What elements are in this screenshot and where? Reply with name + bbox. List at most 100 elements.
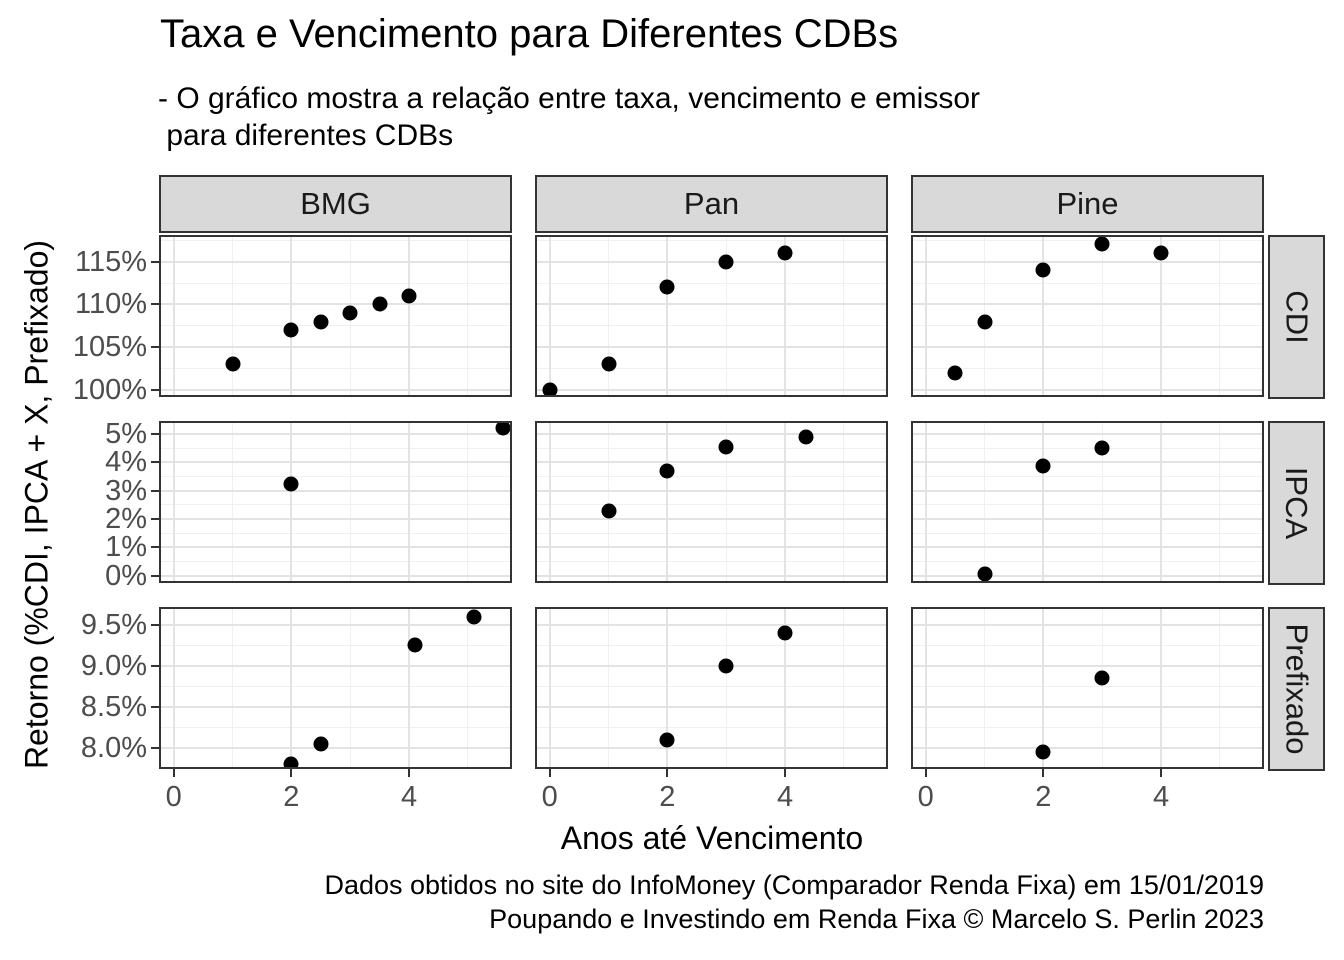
data-point [342,305,358,321]
data-point [659,732,675,748]
panel-border [535,421,888,583]
gridline [911,624,1264,626]
y-tick-mark [151,574,159,577]
gridline [666,421,669,583]
facet-panel-bmg-prefixado [159,607,512,769]
gridline [349,421,351,583]
page-title: Taxa e Vencimento para Diferentes CDBs [160,12,899,56]
data-point [798,429,814,445]
gridline [911,432,1264,435]
gridline [1042,607,1045,769]
gridline [159,239,512,241]
gridline [911,489,1264,492]
gridline [843,607,845,769]
gridline [548,421,551,583]
gridline [911,504,1264,506]
data-point [977,314,993,330]
gridline [911,461,1264,464]
facet-column-label: Pan [683,186,740,221]
gridline [159,532,512,534]
gridline [159,461,512,464]
gridline [548,607,551,769]
data-point [777,245,793,261]
gridline [984,421,986,583]
x-tick-label: 2 [283,781,300,813]
gridline [159,685,512,687]
gridline [159,432,512,435]
y-axis-title: Retorno (%CDI, IPCA + X, Prefixado) [18,239,55,770]
gridline [535,303,888,306]
gridline [984,607,986,769]
gridline [843,235,845,397]
gridline [159,303,512,306]
gridline [159,260,512,263]
facet-row-strip-cdi: CDI [1268,235,1325,399]
gridline [172,421,175,583]
gridline [159,489,512,492]
x-tick-label: 4 [1152,781,1170,813]
gridline [290,421,293,583]
gridline [911,574,1264,577]
x-tick-label: 2 [659,781,676,813]
x-tick-label: 2 [1035,781,1052,813]
caption-line-1: Dados obtidos no site do InfoMoney (Comp… [324,870,1264,900]
y-tick-mark [151,303,159,306]
data-point [372,296,388,312]
y-tick-label: 1% [105,531,147,564]
gridline [1219,235,1221,397]
y-tick-label: 0% [105,559,147,592]
facet-column-label: Pine [1056,186,1119,221]
facet-panel-pan-ipca [535,421,888,583]
gridline [535,574,888,577]
facet-row-label: CDI [1279,290,1315,344]
y-tick-label: 3% [105,474,147,507]
facet-panel-bmg-cdi [159,235,512,397]
panel-border [535,235,888,397]
y-tick-label: 9.0% [80,649,147,682]
gridline [535,705,888,708]
y-tick-mark [151,546,159,549]
y-tick-mark [151,664,159,667]
gridline [911,518,1264,521]
y-tick-label: 105% [72,331,147,364]
gridline [911,346,1264,349]
panel-border [911,607,1264,769]
facet-row-label: IPCA [1279,466,1315,540]
gridline [159,574,512,577]
gridline [784,421,787,583]
y-tick-label: 8.0% [80,731,147,764]
gridline [548,235,551,397]
gridline [911,767,1264,769]
gridline [911,726,1264,728]
data-point [1094,440,1110,456]
gridline [159,561,512,563]
data-point [225,356,241,372]
gridline [408,421,411,583]
x-tick-mark [1160,769,1163,777]
data-point [601,356,617,372]
data-point [659,463,675,479]
x-tick-mark [666,769,669,777]
gridline [159,767,512,769]
facet-panel-bmg-ipca [159,421,512,583]
y-tick-label: 4% [105,446,147,479]
gridline [924,607,927,769]
gridline [535,644,888,646]
gridline [725,607,727,769]
gridline [535,260,888,263]
gridline [535,664,888,667]
facet-panel-pan-cdi [535,235,888,397]
gridline [159,746,512,749]
gridline [159,705,512,708]
gridline [535,447,888,449]
caption-line-2: Poupando e Investindo em Renda Fixa © Ma… [489,904,1264,934]
data-point [777,625,793,641]
gridline [784,607,787,769]
gridline [535,532,888,534]
gridline [911,325,1264,327]
gridline [911,282,1264,284]
data-point [313,314,329,330]
facet-column-label: BMG [300,186,371,221]
gridline [535,282,888,284]
facet-column-strip-pine: Pine [911,175,1264,233]
